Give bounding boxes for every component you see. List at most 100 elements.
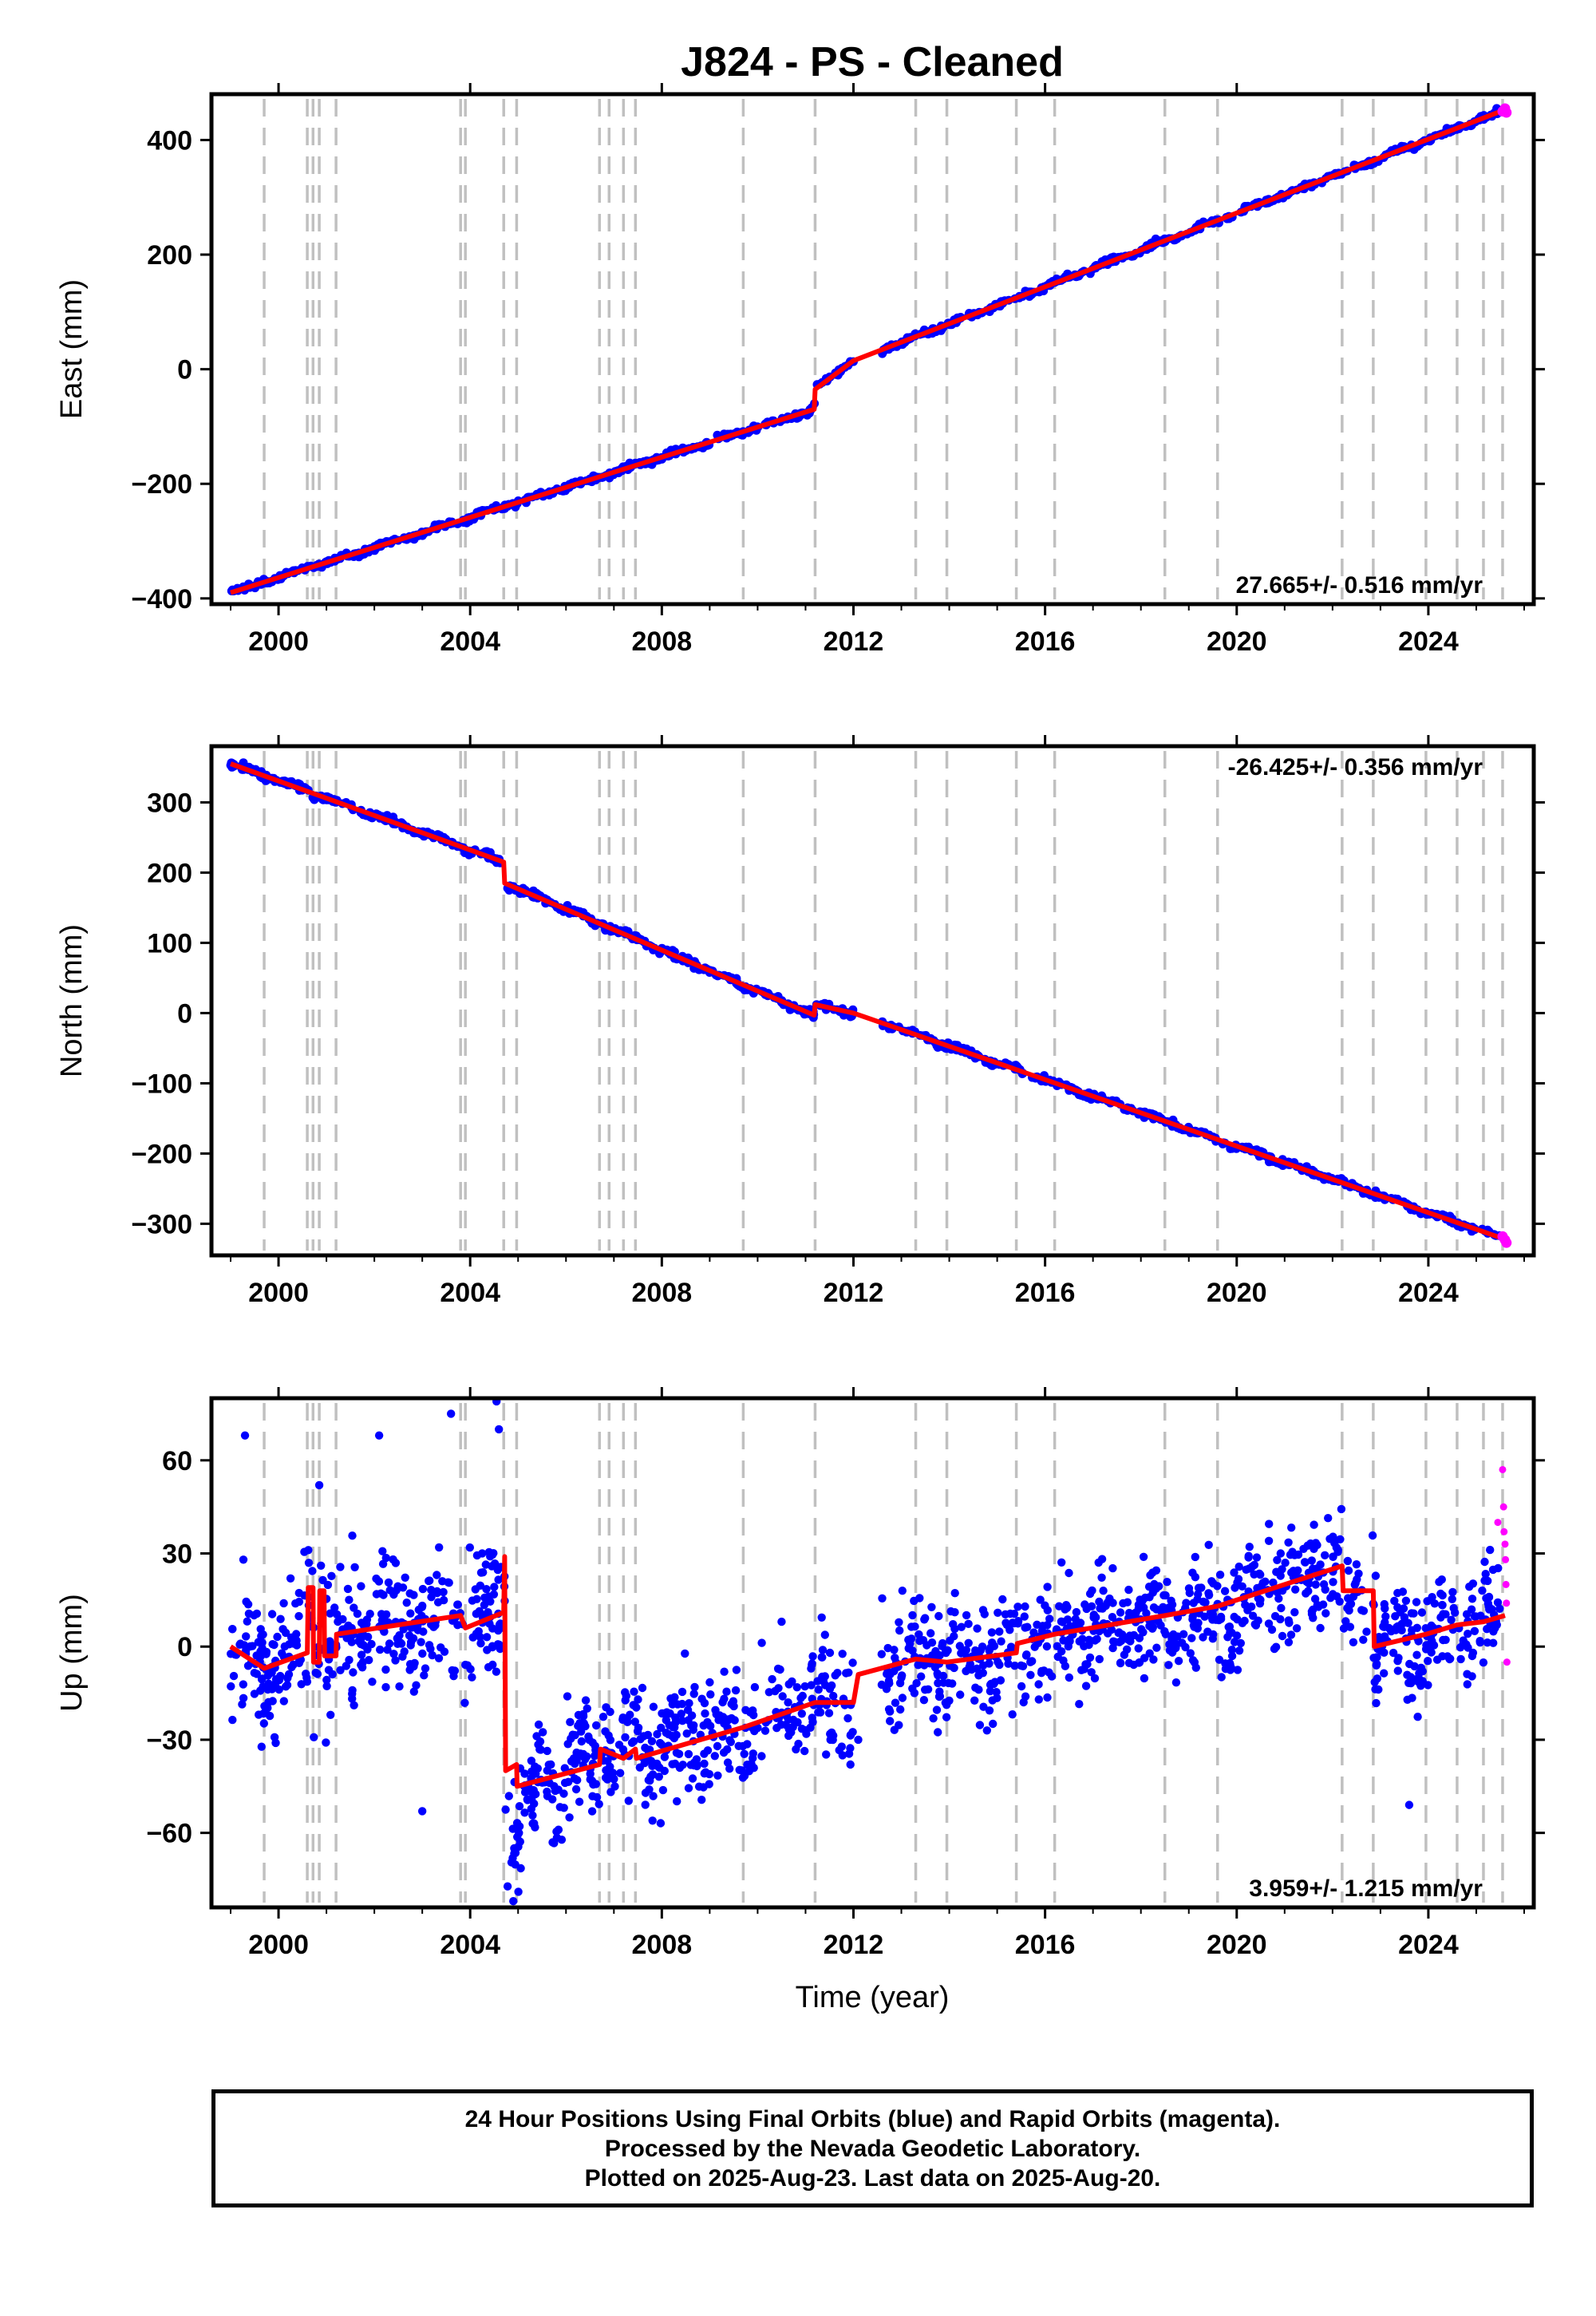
up-y-axis-label: Up (mm) [55,1594,89,1712]
up-data-point [229,1671,239,1681]
up-data-point [1061,1662,1070,1670]
up-data-point [1230,1612,1238,1622]
up-outlier-point [417,1807,427,1816]
up-data-point [1468,1651,1477,1661]
up-rapid-point [1502,1555,1510,1563]
up-data-point [990,1642,999,1650]
up-data-point [818,1653,827,1662]
up-data-point [1448,1595,1457,1604]
up-data-point [784,1698,792,1707]
up-data-point [264,1679,273,1688]
up-data-point [646,1773,655,1781]
up-data-point [1310,1544,1318,1554]
up-data-point [1468,1595,1477,1603]
up-data-point [262,1705,271,1714]
up-data-point [1098,1604,1107,1613]
up-data-point [842,1669,851,1678]
up-data-point [1448,1587,1457,1597]
up-data-point [1164,1661,1173,1670]
up-data-point [508,1824,517,1833]
up-data-point [490,1583,499,1591]
up-data-point [1359,1635,1368,1644]
up-data-point [304,1546,313,1555]
up-data-point [1380,1669,1389,1678]
up-data-point [235,1640,244,1649]
up-data-point [1483,1625,1491,1634]
up-data-point [350,1701,358,1709]
up-data-point [308,1567,317,1575]
up-data-point [636,1735,645,1744]
up-data-point [468,1673,476,1682]
up-data-point [279,1697,288,1705]
up-data-point [1428,1593,1436,1602]
up-data-point [1380,1648,1389,1657]
up-data-point [1204,1591,1214,1600]
up-data-point [227,1682,235,1691]
up-data-point [760,1726,770,1735]
up-data-point [750,1726,759,1736]
up-data-point [980,1610,990,1618]
up-data-point [1089,1613,1098,1622]
up-data-point [796,1694,805,1702]
up-data-point [515,1802,524,1811]
up-outlier-point [374,1431,384,1440]
up-data-point [420,1671,429,1680]
up-data-point [348,1694,357,1703]
up-data-point [1080,1665,1088,1674]
up-data-point [920,1615,929,1624]
up-data-point [1397,1619,1407,1629]
up-data-point [818,1646,828,1654]
up-data-point [278,1649,286,1658]
up-data-point [1013,1603,1022,1611]
up-data-point [1017,1682,1026,1691]
up-data-point [1404,1618,1412,1627]
up-data-point [358,1663,367,1672]
up-data-point [228,1715,237,1725]
up-data-point [606,1736,615,1745]
up-data-point [1235,1562,1243,1571]
east-model-line [230,107,1507,595]
up-data-point [332,1610,342,1619]
up-data-point [657,1723,666,1733]
up-data-point [883,1670,891,1678]
up-data-point [591,1780,600,1788]
up-data-point [684,1784,693,1792]
up-data-point [228,1625,237,1634]
up-data-point [1135,1634,1144,1642]
up-data-point [1018,1662,1028,1670]
up-data-point [1009,1610,1019,1618]
up-data-point [634,1723,643,1733]
up-data-point [886,1717,895,1725]
up-data-point [1227,1646,1237,1654]
up-data-point [1276,1571,1285,1580]
up-x-tick-label: 2004 [440,1930,500,1960]
east-y-tick-label: 200 [147,240,192,271]
up-data-point [884,1677,894,1686]
up-data-point [322,1738,330,1747]
up-data-point [483,1646,492,1654]
up-data-point [768,1674,776,1684]
east-panel: −400 −200 0 200 400 2000 2004 2008 2012 2016 2020 2… [55,83,1545,657]
up-data-point [1413,1713,1422,1721]
up-data-point [656,1819,666,1828]
up-data-point [895,1626,904,1635]
up-outlier-point [446,1409,456,1418]
up-data-point [700,1759,709,1769]
up-data-point [271,1738,280,1748]
up-data-point [1391,1612,1400,1621]
up-data-point [1206,1608,1215,1617]
up-data-point [1188,1614,1197,1624]
north-plot-frame [209,744,1536,1258]
up-data-point [1336,1535,1345,1544]
up-data-point [1213,1582,1222,1591]
up-data-point [1441,1610,1450,1618]
up-data-point [621,1696,630,1705]
up-data-point [330,1603,339,1612]
up-data-point [740,1749,749,1758]
up-data-point [884,1705,894,1713]
up-data-point [276,1671,285,1681]
up-data-point [1274,1594,1283,1603]
up-data-point [1230,1568,1238,1577]
up-data-point [694,1782,704,1791]
up-data-point [1416,1682,1425,1690]
